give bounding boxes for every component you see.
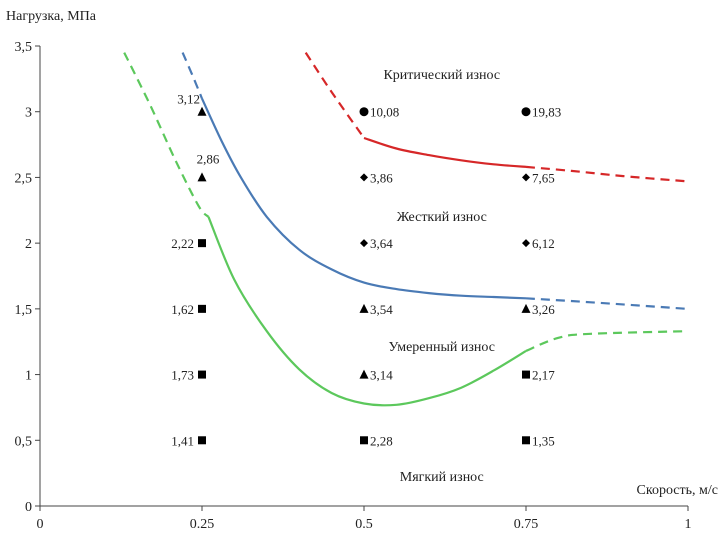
square-marker	[198, 370, 206, 379]
data-label: 1,35	[532, 433, 555, 448]
y-tick-label: 1	[25, 369, 32, 384]
data-label: 6,12	[532, 236, 555, 251]
y-tick-label: 0,5	[15, 434, 33, 449]
x-axis-label: Скорость, м/с	[637, 483, 718, 498]
x-tick-label: 0.75	[514, 517, 539, 532]
x-tick-label: 0.5	[355, 517, 373, 532]
x-tick-label: 0	[37, 517, 44, 532]
square-marker	[198, 239, 206, 248]
data-label: 7,65	[532, 170, 555, 185]
diamond-marker	[360, 239, 368, 248]
diamond-marker	[522, 239, 530, 248]
data-label: 2,28	[370, 433, 393, 448]
data-label: 19,83	[532, 105, 561, 120]
data-points	[197, 106, 531, 445]
boundary-curve-solid	[200, 98, 527, 300]
square-marker	[522, 370, 530, 379]
square-marker	[198, 304, 206, 313]
y-tick-label: 3	[25, 106, 32, 121]
data-label: 3,14	[370, 368, 393, 383]
square-marker	[198, 436, 206, 445]
circle-marker	[521, 107, 531, 117]
y-tick-label: 0	[25, 500, 32, 515]
triangle-marker	[197, 106, 207, 116]
region-label: Мягкий износ	[400, 470, 484, 485]
y-ticks: 0 0,5 1 1,5 2 2,5 3 3,5	[15, 40, 40, 515]
region-labels: Критический износ Жесткий износ Умеренный …	[383, 68, 500, 485]
data-label: 2,22	[171, 236, 194, 251]
data-label: 3,64	[370, 236, 393, 251]
triangle-marker	[521, 303, 531, 313]
region-label: Критический износ	[383, 68, 500, 83]
boundary-curve-solid	[363, 136, 527, 168]
data-label: 1,41	[171, 433, 194, 448]
triangle-marker	[359, 303, 369, 313]
circle-marker	[359, 107, 369, 117]
y-tick-label: 3,5	[15, 40, 33, 55]
data-label: 1,73	[171, 368, 194, 383]
diamond-marker	[360, 173, 368, 182]
data-label: 2,17	[532, 368, 555, 383]
boundary-curve-dashed	[525, 165, 689, 183]
boundary-curve-dashed	[525, 297, 689, 310]
data-label: 2,86	[197, 151, 220, 166]
data-label: 3,54	[370, 302, 393, 317]
square-marker	[360, 436, 368, 445]
boundary-curve-dashed	[181, 52, 204, 100]
boundary-curve-dashed	[123, 52, 210, 218]
boundary-curves	[123, 51, 689, 407]
boundary-curve-dashed	[304, 51, 365, 139]
square-marker	[522, 436, 530, 445]
data-labels: 3,12 2,86 2,22 1,62 1,73 1,41 10,08 3,86 3,64 3,5…	[171, 92, 561, 449]
diamond-marker	[522, 173, 530, 182]
data-label: 3,86	[370, 170, 393, 185]
data-label: 3,26	[532, 302, 555, 317]
region-label: Жесткий износ	[397, 210, 487, 225]
data-label: 10,08	[370, 105, 399, 120]
triangle-marker	[197, 172, 207, 182]
data-label: 1,62	[171, 302, 194, 317]
y-tick-label: 1,5	[15, 303, 33, 318]
y-axis-label: Нагрузка, МПа	[6, 9, 97, 24]
data-label: 3,12	[177, 92, 200, 107]
boundary-curve-dashed	[525, 330, 689, 352]
x-ticks: 0 0.25 0.5 0.75 1	[37, 506, 692, 532]
boundary-curve-solid	[207, 216, 527, 407]
region-label: Умеренный износ	[389, 340, 495, 355]
x-tick-label: 0.25	[190, 517, 215, 532]
triangle-marker	[359, 369, 369, 379]
y-tick-label: 2	[25, 237, 32, 252]
x-tick-label: 1	[685, 517, 692, 532]
y-tick-label: 2,5	[15, 171, 33, 186]
